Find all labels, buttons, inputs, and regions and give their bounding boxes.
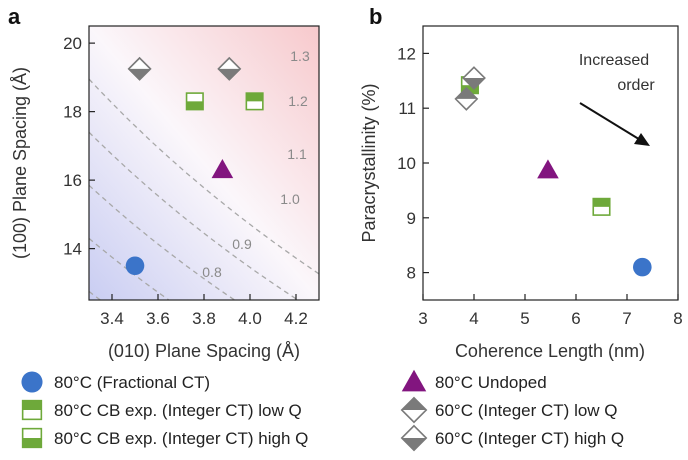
x-tick-label: 3: [418, 309, 427, 328]
legend-label: 80°C CB exp. (Integer CT) high Q: [54, 429, 308, 448]
legend-label: 80°C CB exp. (Integer CT) low Q: [54, 401, 302, 420]
point-60-c-integer-ct-low-q-fill: [455, 88, 478, 99]
y-tick-label: 10: [397, 154, 416, 173]
legend-marker-triangle-shape: [401, 369, 427, 392]
legend-item-80-c-fractional-ct: 80°C (Fractional CT): [21, 371, 210, 393]
contour-labels: 0.8 0.9 1.0 1.1 1.2 1.3: [202, 48, 310, 280]
point-60-c-integer-ct-low-q: [454, 86, 479, 111]
panel-b-ticks: 3 4 5 6 7 8 8 9 10 11 12: [397, 44, 683, 328]
y-tick-label: 9: [407, 209, 416, 228]
x-tick-label: 3.6: [146, 309, 170, 328]
contour-label-0.9: 0.9: [232, 236, 252, 252]
legend-marker-square-half-bottom: [21, 427, 43, 449]
x-tick-label: 4.0: [238, 309, 262, 328]
y-tick-label: 18: [63, 103, 82, 122]
point-80-c-fractional-ct: [125, 256, 145, 276]
point-80-c-cb-exp-integer-ct-high-q: [185, 92, 204, 111]
legend-label: 80°C (Fractional CT): [54, 373, 210, 392]
y-tick-label: 16: [63, 171, 82, 190]
legend-marker-diamond-half-bottom: [400, 424, 428, 452]
legend-marker-square-half-bottom-fill: [22, 438, 42, 448]
x-tick-label: 7: [622, 309, 631, 328]
panel-b-points: [454, 66, 652, 277]
legend-item-60-c-integer-ct-low-q: 60°C (Integer CT) low Q: [400, 396, 618, 424]
panel-b-ylabel: Paracrystallinity (%): [359, 83, 379, 242]
point-60-c-integer-ct-high-q: [217, 56, 242, 81]
x-tick-label: 3.8: [192, 309, 216, 328]
panel-label-b: b: [369, 4, 382, 29]
legend-marker-diamond-half-top: [400, 396, 428, 424]
point-80-c-fractional-ct-shape: [633, 257, 652, 277]
x-tick-label: 3.4: [100, 309, 124, 328]
legend-marker-triangle: [401, 369, 427, 392]
contour-label-1.2: 1.2: [288, 93, 308, 109]
contour-label-1.3: 1.3: [290, 48, 310, 64]
legend-marker-square-half-top-fill: [22, 400, 42, 410]
point-60-c-integer-ct-high-q: [462, 66, 486, 90]
legend-label: 60°C (Integer CT) low Q: [435, 401, 618, 420]
y-tick-label: 20: [63, 34, 82, 53]
contour-label-0.8: 0.8: [202, 264, 222, 280]
point-60-c-integer-ct-high-q-fill: [128, 68, 151, 80]
legend-marker-circle-shape: [21, 371, 43, 393]
panel-a-ticks: 3.4 3.6 3.8 4.0 4.2 14 16 18 20: [63, 34, 308, 328]
panel-b: 3 4 5 6 7 8 8 9 10 11 12 Increased order Coherence…: [359, 25, 683, 361]
panel-b-xlabel: Coherence Length (nm): [455, 341, 645, 361]
point-80-c-cb-exp-integer-ct-low-q-fill: [246, 93, 263, 102]
panel-a-xlabel: (010) Plane Spacing (Å): [108, 341, 300, 361]
x-tick-label: 6: [571, 309, 580, 328]
annotation-line-1: Increased: [579, 52, 649, 69]
contour-line-1.2: [89, 131, 300, 300]
contour-label-1.0: 1.0: [280, 191, 300, 207]
legend-marker-circle: [21, 371, 43, 393]
point-80-c-undoped-shape: [211, 159, 234, 179]
contour-line-1.1: [89, 184, 236, 300]
x-tick-label: 4: [469, 309, 478, 328]
annotation-arrow-head: [634, 133, 650, 146]
y-tick-label: 14: [63, 240, 82, 259]
legend: 80°C (Fractional CT) 80°C Undoped 80°C CB …: [21, 369, 624, 452]
point-60-c-integer-ct-high-q-fill: [218, 68, 241, 80]
legend-label: 80°C Undoped: [435, 373, 547, 392]
legend-item-80-c-undoped: 80°C Undoped: [401, 369, 547, 392]
contour-label-1.1: 1.1: [287, 146, 307, 162]
point-60-c-integer-ct-high-q: [127, 56, 152, 81]
legend-label: 60°C (Integer CT) high Q: [435, 429, 624, 448]
x-tick-label: 4.2: [284, 309, 308, 328]
legend-item-60-c-integer-ct-high-q: 60°C (Integer CT) high Q: [400, 424, 624, 452]
y-tick-label: 12: [397, 44, 416, 63]
legend-marker-diamond-half-top-fill: [401, 397, 427, 410]
x-tick-label: 8: [673, 309, 682, 328]
x-tick-label: 5: [520, 309, 529, 328]
contour-line-1.3: [89, 78, 319, 275]
panel-a-background: [89, 26, 319, 300]
point-80-c-undoped: [211, 159, 234, 179]
panel-b-frame: [422, 25, 679, 301]
point-60-c-integer-ct-high-q-fill: [463, 78, 485, 89]
point-80-c-cb-exp-integer-ct-low-q-fill: [593, 198, 610, 207]
point-80-c-cb-exp-integer-ct-low-q: [245, 92, 264, 111]
annotation-arrow-shaft: [579, 102, 643, 142]
point-80-c-cb-exp-integer-ct-low-q: [592, 197, 611, 216]
panel-a-points: [125, 56, 264, 276]
annotation-line-2: order: [617, 77, 655, 94]
point-80-c-undoped: [537, 159, 559, 179]
y-tick-label: 11: [398, 99, 416, 118]
legend-item-80-c-cb-exp-integer-ct-high-q: 80°C CB exp. (Integer CT) high Q: [21, 427, 308, 449]
legend-item-80-c-cb-exp-integer-ct-low-q: 80°C CB exp. (Integer CT) low Q: [21, 399, 302, 421]
point-80-c-cb-exp-integer-ct-high-q-fill: [186, 101, 204, 110]
point-80-c-cb-exp-integer-ct-high-q-fill: [461, 85, 479, 94]
y-tick-label: 8: [407, 264, 416, 283]
point-80-c-undoped-shape: [537, 159, 559, 179]
panel-label-a: a: [8, 4, 21, 29]
point-80-c-fractional-ct-shape: [125, 256, 145, 276]
legend-marker-square-half-top: [21, 399, 43, 421]
point-80-c-fractional-ct: [633, 257, 652, 277]
panel-a: 0.8 0.9 1.0 1.1 1.2 1.3 3.4 3.6 3.8 4.0 4.2 14 16 18…: [10, 25, 320, 361]
legend-marker-diamond-half-bottom-fill: [401, 438, 427, 451]
panel-a-ylabel: (100) Plane Spacing (Å): [10, 67, 30, 259]
